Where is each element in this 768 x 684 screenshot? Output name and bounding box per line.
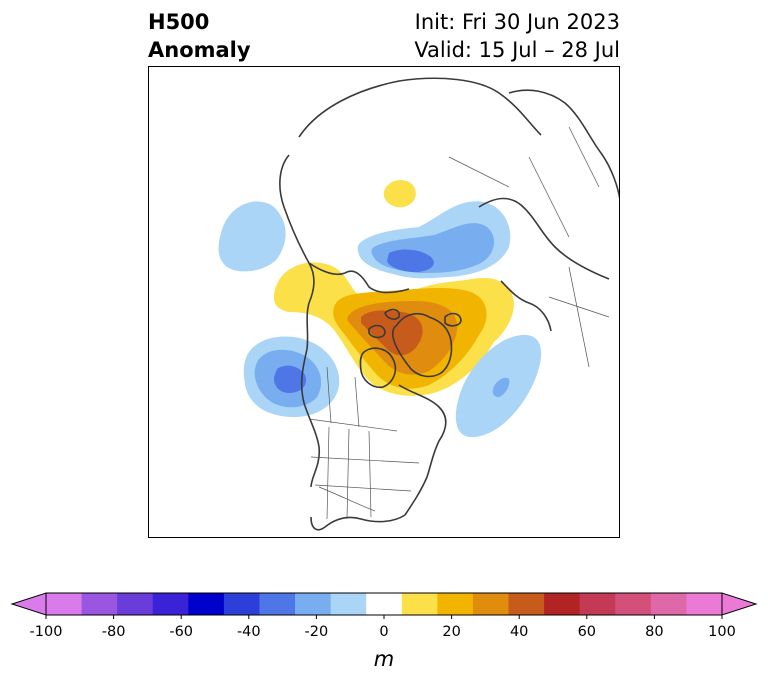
colorbar-segment (81, 593, 118, 615)
colorbar-tick-label: 80 (645, 624, 664, 640)
coastline-archipelago-1 (368, 324, 386, 339)
colorbar-segment (686, 593, 723, 615)
colorbar-segment (188, 593, 225, 615)
colorbar-segment (437, 593, 474, 615)
colorbar-tick-label: 0 (379, 624, 389, 640)
map-panel (148, 66, 620, 538)
colorbar-tick-label: -80 (101, 624, 126, 640)
colorbar-segment (295, 593, 332, 615)
colorbar-segment (615, 593, 652, 615)
colorbar-extend-max (721, 592, 758, 616)
anomaly-contour-minus30-atlantic (492, 377, 510, 397)
colorbar-segment (46, 593, 83, 615)
border-us-states-4 (310, 456, 420, 464)
border-russia-2 (528, 156, 570, 238)
colorbar-segment (117, 593, 154, 615)
coastline-arctic-canada (308, 262, 410, 294)
anomaly-contour-plus40 (361, 310, 423, 356)
border-europe-2 (568, 266, 590, 368)
coastline-eurasia-north (478, 197, 610, 280)
coastline-greenland (391, 312, 453, 378)
anomaly-contour-plus10-small (383, 180, 416, 208)
colorbar-segment (259, 593, 296, 615)
colorbar-segment (544, 593, 581, 615)
colorbar-segment (366, 593, 403, 615)
map-title-left: H500 Anomaly (148, 8, 251, 64)
coastlines (279, 77, 619, 531)
colorbar-tick-label: -20 (304, 624, 329, 640)
coastline-gulf (310, 514, 406, 531)
border-canada-provinces-2 (354, 376, 360, 428)
field-title: Anomaly (148, 38, 251, 62)
border-russia-1 (448, 156, 510, 188)
colorbar-segment (223, 593, 260, 615)
map-title-right: Init: Fri 30 Jun 2023 Valid: 15 Jul – 28… (414, 8, 620, 64)
borders (308, 126, 610, 520)
colorbar-segment (330, 593, 367, 615)
anomaly-contour-minus40-baffin (387, 249, 434, 272)
colorbar-segment (579, 593, 616, 615)
colorbar-segment (508, 593, 545, 615)
colorbar-tick-label: -100 (29, 624, 63, 640)
coastline-scandinavia (500, 280, 552, 332)
border-us-states-3 (368, 430, 372, 518)
colorbar-tick-label: 60 (577, 624, 597, 640)
colorbar-tick-label: 40 (509, 624, 529, 640)
negative-anomaly-regions (218, 201, 542, 438)
border-canada-provinces-1 (326, 366, 332, 424)
colorbar-extend-min (10, 592, 47, 616)
coastline-archipelago-2 (384, 308, 401, 320)
anomaly-contour-minus40-pacific (273, 365, 307, 393)
colorbar-unit-label: m (373, 647, 395, 671)
border-us-states-5 (314, 484, 412, 492)
colorbar-segment (152, 593, 189, 615)
colorbar-tick-label: 20 (442, 624, 461, 640)
colorbar-tick-label: 100 (708, 624, 736, 640)
colorbar-segment (650, 593, 687, 615)
colorbar-tick-label: -40 (236, 624, 261, 640)
colorbar (10, 592, 758, 619)
border-us-states-1 (326, 426, 330, 520)
border-russia-3 (568, 126, 600, 188)
coastline-pacific (279, 154, 321, 488)
border-europe-1 (548, 296, 610, 318)
init-date: Init: Fri 30 Jun 2023 (414, 10, 620, 34)
coastline-siberia (298, 77, 542, 138)
coastline-hudson-bay (359, 347, 397, 389)
border-us-states-2 (346, 428, 350, 520)
border-us-canada (308, 418, 398, 432)
valid-range: Valid: 15 Jul – 28 Jul (414, 38, 620, 62)
variable-title: H500 (148, 10, 210, 34)
anomaly-contour-minus20-west (218, 201, 286, 272)
anomaly-map (218, 77, 619, 531)
coastline-east-asia (508, 89, 619, 199)
colorbar-segment (472, 593, 510, 615)
colorbar-segment (401, 593, 438, 615)
colorbar-tick-label: -60 (169, 624, 194, 640)
coastline-atlantic (398, 384, 447, 516)
coastline-iceland (444, 312, 462, 327)
